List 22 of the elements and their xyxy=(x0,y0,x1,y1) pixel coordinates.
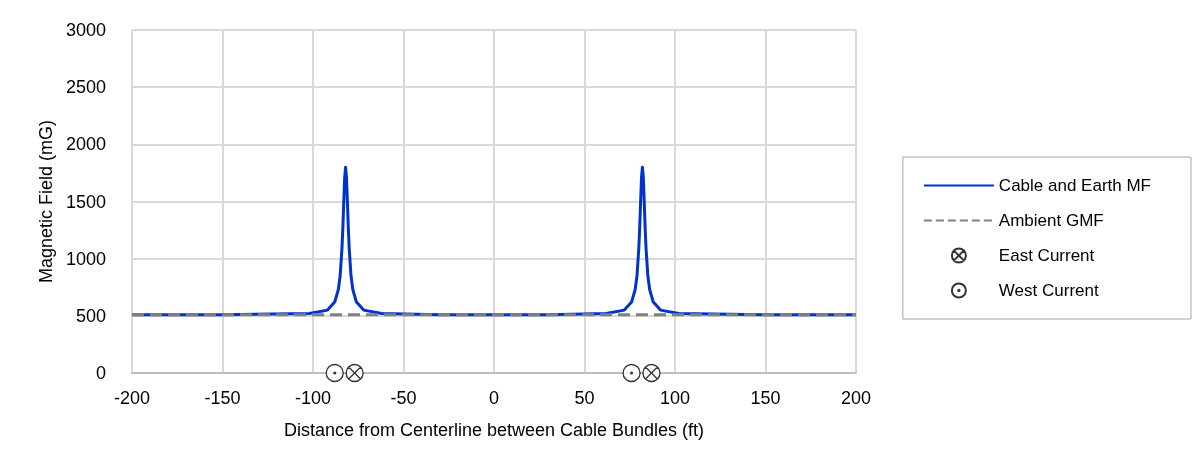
y-tick-label: 2000 xyxy=(65,134,106,155)
x-tick-label: -100 xyxy=(294,388,332,408)
x-tick-label: 100 xyxy=(659,388,691,408)
y-tick-label: 1500 xyxy=(65,191,106,212)
x-tick-label: -50 xyxy=(390,388,417,408)
legend-label: East Current xyxy=(998,246,1095,265)
y-tick-label: 0 xyxy=(95,363,106,383)
y-tick-label: 1000 xyxy=(65,248,106,269)
x-tick-label: 0 xyxy=(488,388,500,408)
y-tick-label: 3000 xyxy=(65,20,106,40)
y-tick-label: 500 xyxy=(75,305,106,326)
x-tick-label: 150 xyxy=(750,388,781,408)
legend-label: West Current xyxy=(998,281,1099,300)
x-tick-label: 50 xyxy=(574,388,595,408)
legend-label: Cable and Earth MF xyxy=(998,176,1152,195)
x-tick-label: -200 xyxy=(113,388,151,408)
y-axis-title: Magnetic Field (mG) xyxy=(36,119,57,284)
y-tick-label: 2500 xyxy=(65,77,106,98)
x-axis-title: Distance from Centerline between Cable Bundles (ft) xyxy=(283,420,705,440)
x-tick-label: -150 xyxy=(204,388,241,408)
legend-label: Ambient GMF xyxy=(998,211,1104,230)
x-tick-label: 200 xyxy=(840,388,872,408)
